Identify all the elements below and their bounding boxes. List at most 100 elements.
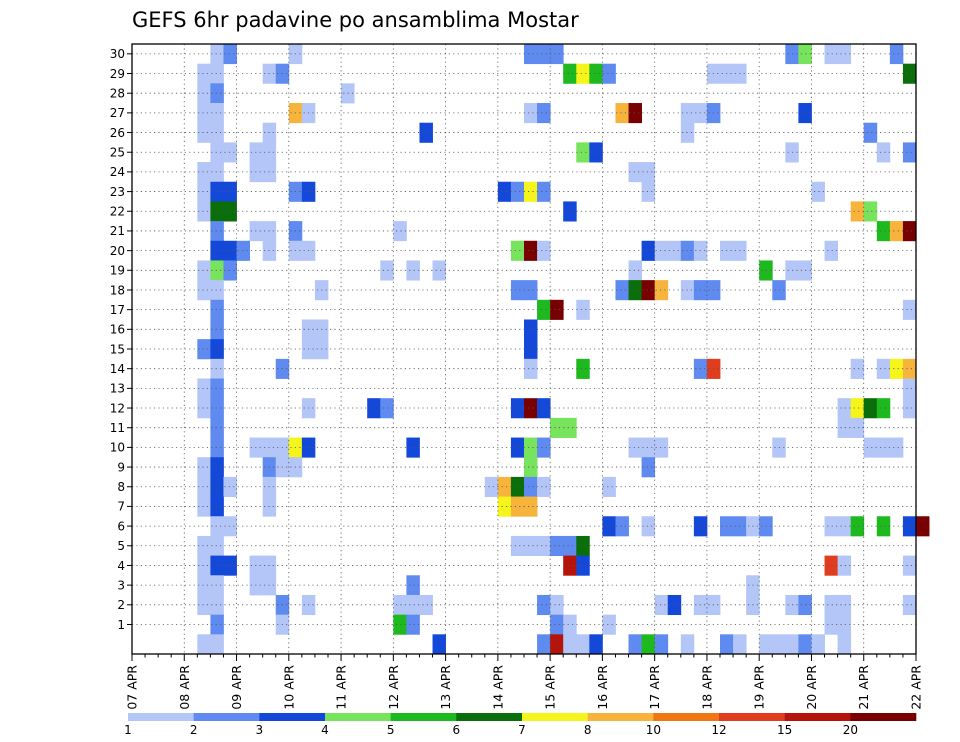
heatmap-cell: [641, 240, 656, 261]
heatmap-cell: [902, 516, 917, 537]
heatmap-cell: [406, 575, 420, 596]
colorbar-label: 5: [387, 723, 395, 737]
heatmap-cell: [876, 398, 891, 419]
heatmap-cell: [210, 496, 224, 517]
heatmap-cell: [210, 181, 224, 202]
heatmap-cell: [537, 181, 551, 202]
x-tick-label: 16 APR: [595, 665, 610, 710]
y-tick-label: 1: [117, 618, 125, 632]
heatmap-cell: [537, 634, 551, 655]
heatmap-cell: [772, 634, 786, 655]
heatmap-cell: [824, 555, 838, 576]
y-tick-label: 19: [110, 264, 125, 278]
colorbar-swatch: [719, 713, 785, 721]
y-tick-label: 20: [110, 244, 125, 258]
y-tick-label: 9: [117, 460, 125, 474]
heatmap-cell: [510, 437, 525, 458]
x-tick-label: 13 APR: [438, 665, 453, 710]
heatmap-cell: [210, 457, 224, 478]
heatmap-cell: [210, 358, 224, 379]
colorbar-swatch: [587, 713, 654, 721]
colorbar-label: 1: [124, 723, 132, 737]
y-tick-label: 11: [110, 421, 125, 435]
y-tick-label: 5: [117, 539, 125, 553]
y-tick-label: 3: [117, 578, 125, 592]
heatmap-cell: [641, 280, 656, 301]
colorbar-label: 12: [711, 723, 726, 737]
heatmap-cell: [902, 398, 917, 419]
heatmap-cell: [889, 44, 904, 65]
heatmap-cell: [223, 201, 237, 222]
heatmap-cell: [902, 555, 917, 576]
y-tick-label: 8: [117, 480, 125, 494]
heatmap-cell: [223, 555, 237, 576]
heatmap-cell: [524, 280, 538, 301]
heatmap-cell: [916, 516, 930, 537]
heatmap-cell: [210, 437, 224, 458]
colorbar-swatch: [522, 713, 588, 721]
heatmap-cell: [824, 516, 838, 537]
heatmap-cell: [210, 221, 224, 242]
heatmap-cell: [210, 594, 224, 616]
heatmap-cell: [824, 240, 838, 261]
heatmap-cell: [210, 339, 224, 360]
heatmap-cell: [510, 240, 525, 261]
y-tick-label: 10: [110, 441, 125, 455]
heatmap-cell: [824, 44, 838, 65]
heatmap-cell: [497, 476, 512, 497]
heatmap-cell: [210, 201, 224, 222]
heatmap-cell: [223, 142, 237, 163]
colorbar-swatch: [128, 713, 194, 721]
y-tick-label: 4: [117, 559, 125, 573]
heatmap-cell: [602, 614, 616, 635]
heatmap-cell: [550, 634, 564, 655]
heatmap-cell: [419, 594, 433, 616]
heatmap-cell: [576, 555, 590, 576]
heatmap-cell: [524, 103, 538, 124]
heatmap-cell: [785, 634, 799, 655]
heatmap-cell: [210, 555, 224, 576]
colorbar-swatch: [653, 713, 720, 721]
heatmap-cell: [484, 476, 499, 497]
heatmap-cell: [576, 535, 590, 557]
heatmap-cell: [654, 437, 669, 458]
heatmap-cell: [223, 260, 237, 281]
heatmap-cell: [197, 457, 211, 478]
heatmap-cell: [576, 358, 590, 379]
heatmap-cell: [537, 476, 551, 497]
heatmap-cell: [524, 358, 538, 379]
heatmap-cell: [537, 44, 551, 65]
x-tick-label: 20 APR: [804, 665, 819, 710]
heatmap-cell: [641, 162, 656, 183]
heatmap-cell: [524, 496, 538, 517]
heatmap-cell: [393, 221, 407, 242]
x-axis-ticks: 07 APR 08 APR 09 APR 10 APR 11 APR 12 APR 13 A…: [125, 654, 924, 710]
heatmap-cell: [641, 457, 656, 478]
heatmap-cell: [210, 476, 224, 497]
heatmap-cell: [837, 594, 852, 616]
heatmap-cell: [576, 299, 590, 320]
heatmap-cell: [197, 496, 211, 517]
heatmap-cell: [902, 299, 917, 320]
heatmap-cell: [197, 122, 211, 143]
heatmap-cell: [811, 181, 825, 202]
x-tick-label: 22 APR: [909, 665, 924, 710]
heatmap-cell: [563, 555, 577, 576]
heatmap-cell: [419, 122, 433, 143]
heatmap-cell: [210, 280, 224, 301]
heatmap-cell: [837, 634, 852, 655]
heatmap-cell: [210, 417, 224, 438]
heatmap-cell: [210, 240, 224, 261]
heatmap-cell: [667, 594, 682, 616]
heatmap-cell: [537, 103, 551, 124]
heatmap-cell: [380, 398, 394, 419]
heatmap-cell: [902, 358, 917, 379]
heatmap-cell: [524, 181, 538, 202]
heatmap-cell: [210, 122, 224, 143]
y-tick-label: 18: [110, 283, 125, 297]
heatmap-cell: [602, 516, 616, 537]
heatmap-cell: [863, 201, 878, 222]
heatmap-cell: [524, 44, 538, 65]
heatmap-cell: [197, 280, 211, 301]
